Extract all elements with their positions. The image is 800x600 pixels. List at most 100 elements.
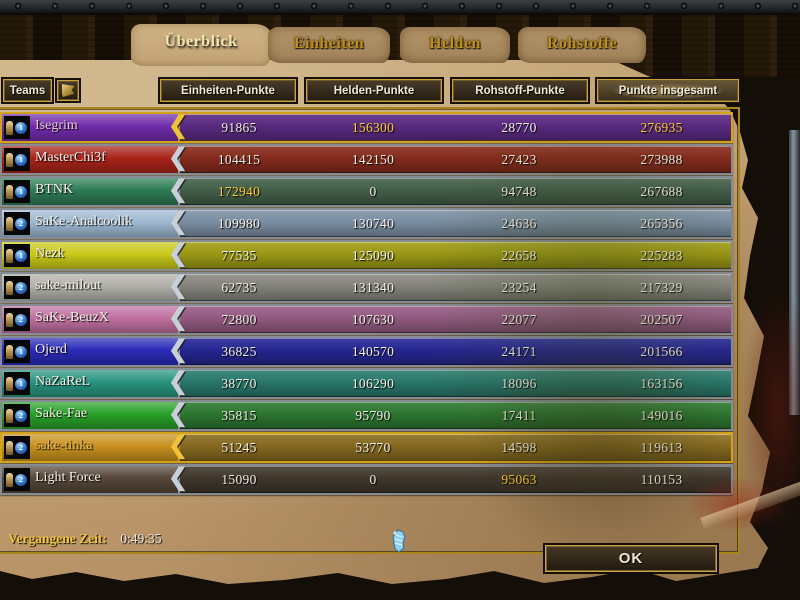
player-name: SaKe-Analcoolik (35, 214, 133, 229)
score-cell: 36825 (221, 343, 257, 359)
score-cell: 24636 (501, 215, 537, 231)
team-badge: 2 (4, 468, 30, 491)
score-cell: 125090 (351, 247, 395, 263)
player-name: MasterChi3f (35, 150, 106, 165)
score-bar: 35815 95790 17411 149016 (178, 402, 731, 429)
score-cell: 0 (369, 471, 377, 487)
player-row: 1 MasterChi3f ❮ 104415 142150 27423 2739… (0, 144, 733, 175)
score-cell: 104415 (217, 151, 261, 167)
chevron-left-icon: ❮ (168, 401, 189, 427)
team-badge: 1 (4, 116, 30, 139)
score-cell: 95063 (501, 471, 537, 487)
team-badge: 1 (4, 244, 30, 267)
player-row: 2 sake-tinka ❮ 51245 53770 14598 119613 (0, 432, 733, 463)
player-name: SaKe-BeuzX (35, 310, 109, 325)
score-cell: 119613 (640, 439, 683, 455)
player-row: 2 SaKe-Analcoolik ❮ 109980 130740 24636 … (0, 208, 733, 239)
alliance-icon: 2 (15, 217, 27, 230)
player-name-plate: 1 Nezk (2, 242, 180, 269)
score-cell: 276935 (640, 119, 683, 135)
player-row: 1 BTNK ❮ 172940 0 94748 267688 (0, 176, 733, 207)
team-number: 1 (19, 122, 23, 132)
column-header-punkte-insgesamt[interactable]: Punkte insgesamt (597, 79, 739, 102)
score-cell: 95790 (355, 407, 391, 423)
statue-icon (6, 216, 13, 231)
score-cell: 24171 (501, 343, 537, 359)
player-name-plate: 1 NaZaReL (2, 370, 180, 397)
score-cell: 201566 (640, 343, 683, 359)
score-bar: 104415 142150 27423 273988 (178, 146, 731, 173)
player-name-plate: 2 Light Force (2, 466, 180, 493)
statue-icon (6, 312, 13, 327)
tab-ueberblick[interactable]: Überblick (164, 33, 238, 50)
chevron-left-icon: ❮ (168, 369, 189, 395)
team-number: 2 (19, 474, 23, 484)
score-table-frame (0, 107, 740, 554)
score-cell: 109980 (217, 215, 261, 231)
score-cell: 106290 (351, 375, 395, 391)
score-cell: 217329 (640, 279, 683, 295)
score-cell: 131340 (351, 279, 395, 295)
player-name-plate: 1 BTNK (2, 178, 180, 205)
elapsed-time: Vergangene Zeit: 0:49:35 (8, 531, 162, 547)
player-name-plate: 1 Ojerd (2, 338, 180, 365)
score-cell: 53770 (355, 439, 391, 455)
player-name-plate: 1 Isegrim (2, 114, 180, 141)
score-cell: 62735 (221, 279, 257, 295)
score-cell: 142150 (351, 151, 395, 167)
player-row: 1 NaZaReL ❮ 38770 106290 18096 163156 (0, 368, 733, 399)
player-row: 2 Sake-Fae ❮ 35815 95790 17411 149016 (0, 400, 733, 431)
teams-button[interactable]: Teams (3, 79, 52, 102)
tab-parchment-active (131, 24, 271, 66)
score-cell: 17411 (501, 407, 537, 423)
score-cell: 22077 (501, 311, 537, 327)
tab-rohstoffe[interactable]: Rohstoffe (546, 35, 618, 52)
score-bar: 172940 0 94748 267688 (178, 178, 731, 205)
score-cell: 91865 (221, 119, 257, 135)
score-cell: 0 (369, 183, 377, 199)
ok-button[interactable]: OK (545, 545, 717, 572)
creature-icon (392, 529, 406, 553)
player-name: Sake-Fae (35, 406, 88, 421)
metal-pipe (789, 130, 800, 415)
metal-beam (0, 0, 800, 15)
score-bar: 91865 156300 28770 276935 (178, 114, 731, 141)
team-number: 2 (19, 442, 23, 452)
statue-icon (6, 248, 13, 263)
banner-icon (61, 84, 75, 97)
player-name-plate: 1 MasterChi3f (2, 146, 180, 173)
player-name: Ojerd (35, 342, 67, 357)
statue-icon (6, 280, 13, 295)
score-bar: 36825 140570 24171 201566 (178, 338, 731, 365)
statue-icon (6, 184, 13, 199)
score-cell: 27423 (501, 151, 537, 167)
elapsed-time-label: Vergangene Zeit: (8, 531, 107, 546)
banner-icon-button[interactable] (57, 80, 79, 101)
score-cell: 267688 (640, 183, 683, 199)
player-name-plate: 2 SaKe-BeuzX (2, 306, 180, 333)
score-cell: 14598 (501, 439, 537, 455)
player-name-plate: 2 SaKe-Analcoolik (2, 210, 180, 237)
column-header-einheiten-punkte[interactable]: Einheiten-Punkte (160, 79, 296, 102)
column-header-rohstoff-punkte[interactable]: Rohstoff-Punkte (452, 79, 588, 102)
team-badge: 1 (4, 372, 30, 395)
alliance-icon: 2 (15, 281, 27, 294)
score-bar: 38770 106290 18096 163156 (178, 370, 731, 397)
score-cell: 18096 (501, 375, 537, 391)
column-header-helden-punkte[interactable]: Helden-Punkte (306, 79, 442, 102)
tab-einheiten[interactable]: Einheiten (293, 35, 365, 52)
statue-icon (6, 472, 13, 487)
team-badge: 1 (4, 148, 30, 171)
alliance-icon: 2 (15, 409, 27, 422)
tab-helden[interactable]: Helden (429, 35, 481, 52)
score-cell: 15090 (221, 471, 257, 487)
player-row: 2 Light Force ❮ 15090 0 95063 110153 (0, 464, 733, 495)
score-cell: 110153 (640, 471, 683, 487)
player-name: Light Force (35, 470, 101, 485)
tab-parchment (400, 27, 510, 63)
score-cell: 163156 (640, 375, 683, 391)
player-name-plate: 2 sake-milout (2, 274, 180, 301)
alliance-icon: 1 (15, 377, 27, 390)
team-badge: 2 (4, 308, 30, 331)
alliance-icon: 1 (15, 345, 27, 358)
